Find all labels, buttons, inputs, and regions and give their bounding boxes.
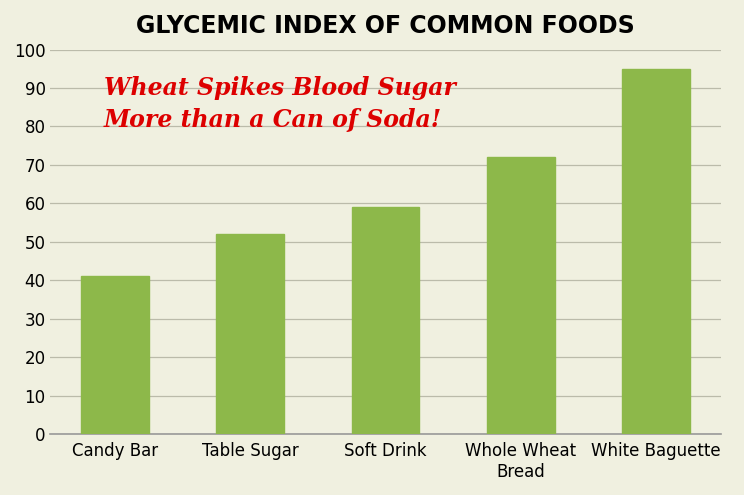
Bar xyxy=(81,276,149,434)
Text: Wheat Spikes Blood Sugar
More than a Can of Soda!: Wheat Spikes Blood Sugar More than a Can… xyxy=(104,76,456,132)
Bar xyxy=(487,157,555,434)
Title: GLYCEMIC INDEX OF COMMON FOODS: GLYCEMIC INDEX OF COMMON FOODS xyxy=(136,14,635,38)
Bar xyxy=(623,69,690,434)
Bar xyxy=(217,234,284,434)
Bar xyxy=(352,207,420,434)
